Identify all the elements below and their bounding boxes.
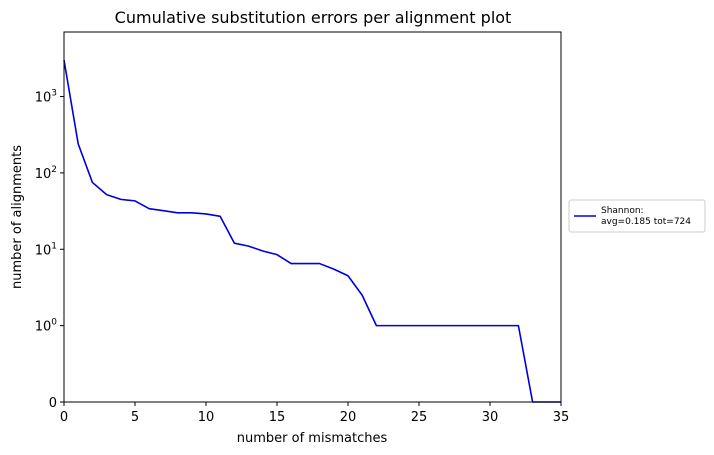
x-tick-label: 35 bbox=[553, 410, 570, 425]
legend-label-line1: Shannon: bbox=[601, 206, 644, 216]
x-tick-label: 30 bbox=[482, 410, 499, 425]
legend-box bbox=[568, 199, 706, 233]
legend: Shannon: avg=0.185 tot=724 bbox=[568, 199, 706, 233]
x-axis-label: number of mismatches bbox=[237, 431, 388, 446]
x-axis-ticks: 0 5 10 15 20 25 30 35 bbox=[60, 402, 569, 425]
y-axis-ticks: 0 100 101 102 103 bbox=[35, 89, 64, 411]
y-axis-label: number of alignments bbox=[10, 145, 25, 289]
chart-title: Cumulative substitution errors per align… bbox=[115, 8, 512, 27]
y-tick-label: 100 bbox=[35, 318, 58, 335]
y-tick-label: 103 bbox=[35, 89, 57, 106]
y-tick-label: 102 bbox=[35, 165, 57, 182]
x-tick-label: 15 bbox=[269, 410, 286, 425]
x-tick-label: 20 bbox=[340, 410, 357, 425]
series-line bbox=[63, 59, 561, 403]
legend-label-line2: avg=0.185 tot=724 bbox=[601, 217, 691, 227]
x-tick-label: 25 bbox=[411, 410, 428, 425]
x-tick-label: 10 bbox=[198, 410, 215, 425]
y-tick-label: 0 bbox=[49, 396, 57, 411]
plot-area bbox=[63, 31, 562, 403]
x-tick-label: 5 bbox=[131, 410, 139, 425]
y-tick-label: 101 bbox=[35, 241, 57, 258]
x-tick-label: 0 bbox=[60, 410, 68, 425]
series-layer bbox=[63, 59, 561, 403]
